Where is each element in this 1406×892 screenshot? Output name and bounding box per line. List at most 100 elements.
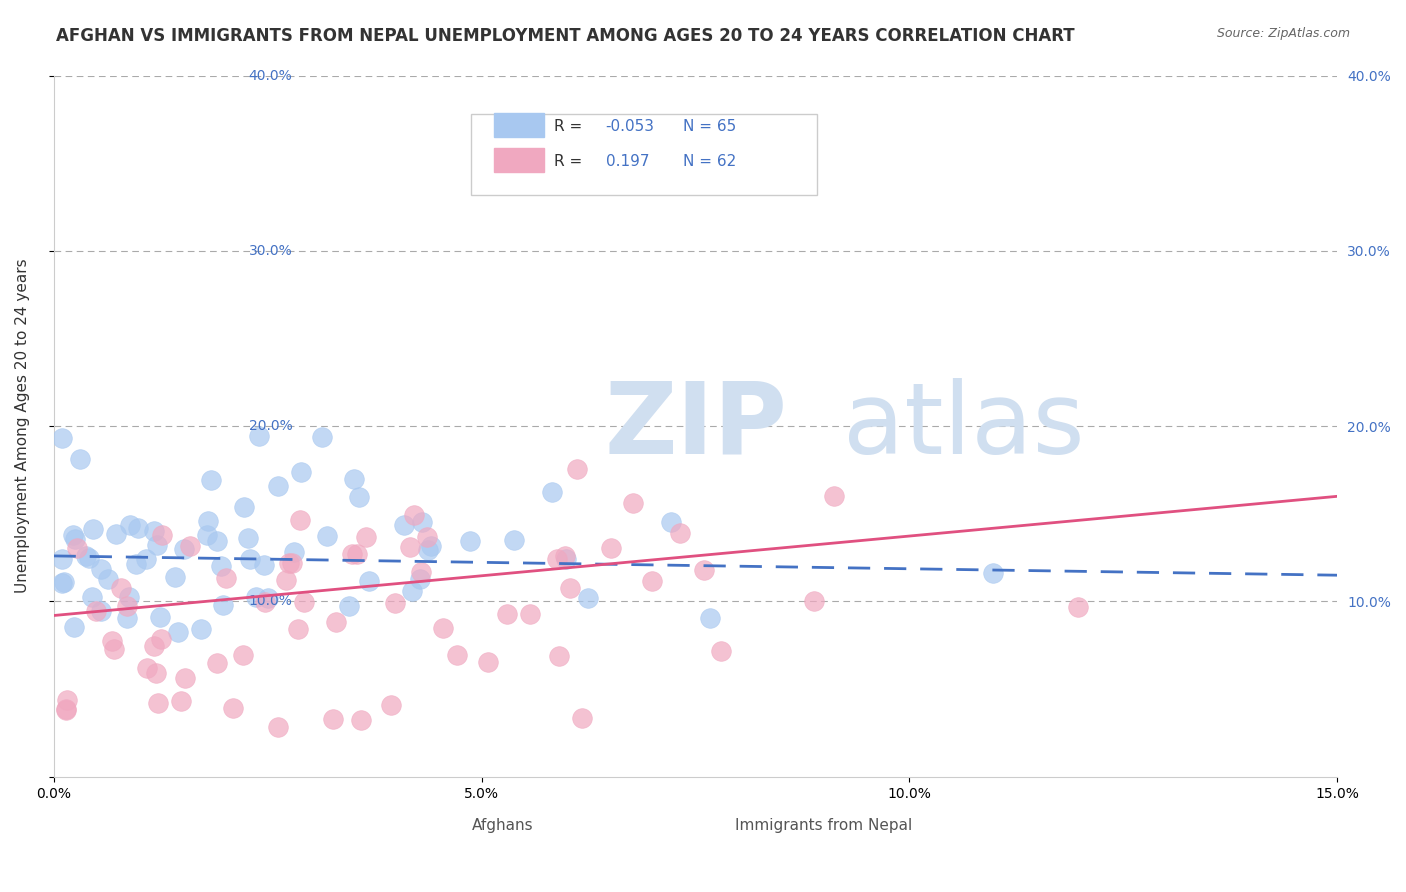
Point [571, 711, 593, 725]
Point [69, 452, 91, 467]
Point [77, 550, 100, 565]
Point [146, 538, 169, 552]
Text: N = 65: N = 65 [683, 119, 735, 134]
Point [803, 594, 825, 608]
Point [152, 527, 174, 541]
Text: N = 62: N = 62 [683, 153, 735, 169]
Point [84, 604, 107, 618]
Point [267, 479, 290, 493]
Text: 20.0%: 20.0% [249, 419, 292, 434]
Point [409, 565, 432, 579]
Point [165, 570, 187, 584]
Point [292, 595, 315, 609]
Point [233, 500, 256, 515]
Point [669, 525, 692, 540]
Text: Source: ZipAtlas.com: Source: ZipAtlas.com [1216, 27, 1350, 40]
Point [195, 528, 218, 542]
Point [82, 591, 104, 605]
Point [143, 640, 166, 654]
Point [342, 547, 364, 561]
Text: ZIP: ZIP [605, 377, 787, 475]
Point [458, 533, 481, 548]
Point [380, 698, 402, 713]
Point [245, 591, 267, 605]
Point [519, 607, 541, 621]
Point [401, 584, 423, 599]
Point [349, 490, 371, 504]
Text: -0.053: -0.053 [606, 119, 655, 134]
Text: 40.0%: 40.0% [249, 69, 292, 83]
Point [346, 547, 368, 561]
Point [51, 551, 73, 566]
Point [983, 566, 1005, 580]
Point [125, 557, 148, 571]
Point [290, 465, 312, 479]
FancyBboxPatch shape [471, 114, 817, 194]
Point [253, 558, 276, 572]
FancyBboxPatch shape [494, 112, 544, 136]
Point [239, 552, 262, 566]
Point [75, 549, 97, 564]
Point [359, 574, 381, 588]
Point [621, 496, 644, 510]
Point [1066, 599, 1088, 614]
Point [222, 701, 245, 715]
FancyBboxPatch shape [494, 148, 544, 171]
Point [149, 632, 172, 647]
Point [232, 648, 254, 662]
Point [565, 462, 588, 476]
Text: AFGHAN VS IMMIGRANTS FROM NEPAL UNEMPLOYMENT AMONG AGES 20 TO 24 YEARS CORRELATI: AFGHAN VS IMMIGRANTS FROM NEPAL UNEMPLOY… [56, 27, 1074, 45]
Point [283, 544, 305, 558]
Point [823, 489, 845, 503]
Point [120, 518, 142, 533]
Text: 10.0%: 10.0% [249, 594, 292, 608]
Point [325, 615, 347, 629]
Point [554, 551, 576, 566]
Point [117, 599, 139, 614]
Point [420, 540, 443, 554]
Point [101, 633, 124, 648]
Point [322, 712, 344, 726]
Point [576, 591, 599, 605]
Point [127, 521, 149, 535]
Point [274, 573, 297, 587]
Point [205, 657, 228, 671]
Point [337, 599, 360, 613]
Point [600, 541, 623, 555]
Point [55, 702, 77, 716]
Point [117, 611, 139, 625]
Text: atlas: atlas [844, 377, 1085, 475]
Point [62, 528, 84, 542]
Point [384, 596, 406, 610]
Point [238, 531, 260, 545]
Point [167, 624, 190, 639]
Point [316, 529, 339, 543]
Point [55, 693, 77, 707]
Point [411, 515, 433, 529]
Point [97, 573, 120, 587]
Point [148, 696, 170, 710]
Y-axis label: Unemployment Among Ages 20 to 24 years: Unemployment Among Ages 20 to 24 years [15, 259, 30, 593]
Point [278, 557, 301, 571]
Point [281, 556, 304, 570]
Point [174, 672, 197, 686]
Text: Afghans: Afghans [472, 819, 534, 833]
Point [90, 561, 112, 575]
Point [554, 549, 576, 563]
Point [699, 610, 721, 624]
Point [200, 473, 222, 487]
Point [145, 666, 167, 681]
Point [392, 517, 415, 532]
Point [103, 642, 125, 657]
Point [710, 644, 733, 658]
Point [416, 530, 439, 544]
Point [104, 526, 127, 541]
Point [503, 533, 526, 548]
Point [546, 551, 568, 566]
Point [66, 541, 89, 555]
Point [135, 552, 157, 566]
Point [173, 542, 195, 557]
Point [693, 563, 716, 577]
Point [190, 622, 212, 636]
Point [197, 515, 219, 529]
